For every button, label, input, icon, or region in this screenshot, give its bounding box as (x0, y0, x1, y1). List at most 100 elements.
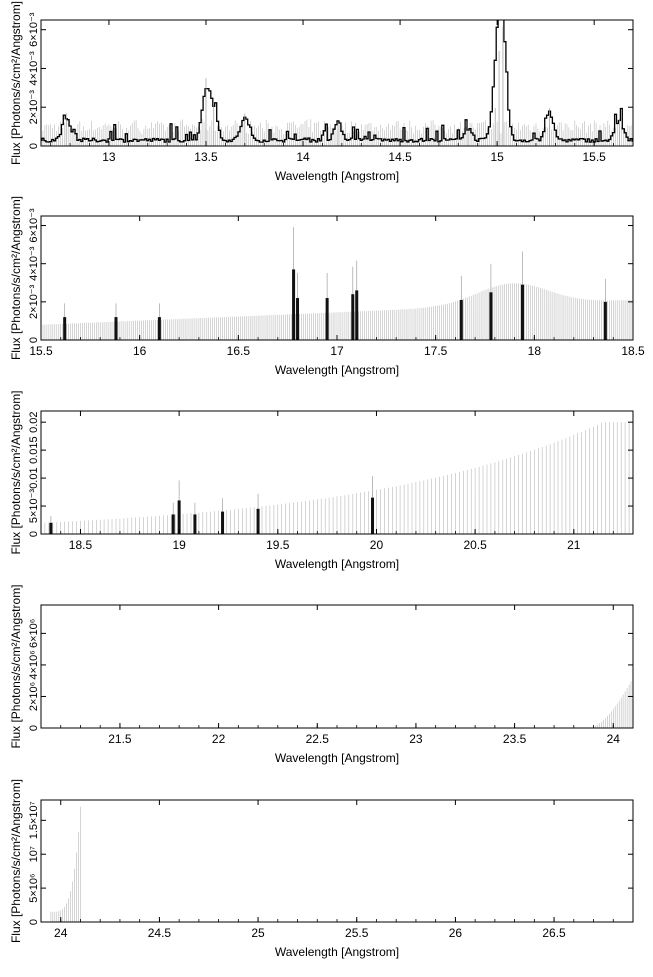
spike-11 (603, 301, 607, 340)
x-tick-label: 23.5 (503, 732, 527, 746)
data-layer (591, 677, 633, 728)
y-tick-label: 1.5×10⁷ (28, 801, 40, 839)
x-tick-label: 19.5 (266, 538, 290, 552)
x-tick-label: 24.5 (148, 926, 172, 940)
x-tick-label: 19 (172, 538, 186, 552)
spike-8 (459, 299, 463, 340)
spike-9 (489, 292, 493, 340)
y-tick-label: 4×10⁻³ (28, 51, 40, 86)
y-tick-label: 2×10⁻³ (28, 284, 40, 319)
y-axis-label: Flux [Photons/s/cm²/Angstrom] (9, 584, 23, 748)
x-axis-label: Wavelength [Angstrom] (275, 557, 399, 571)
x-tick-label: 13 (102, 150, 116, 164)
y-tick-label: 6×10⁶ (28, 619, 40, 648)
y-tick-label: 5×10⁻³ (28, 489, 40, 524)
data-layer (41, 20, 633, 146)
y-axis-label: Flux [Photons/s/cm²/Angstrom] (9, 196, 23, 360)
x-tick-label: 26 (449, 926, 463, 940)
y-tick-label: 6×10⁻³ (28, 12, 40, 47)
spectrum-panel-5: 24 24.5 25 25.5 26 26.5 0 5×10⁶ 10⁷ 1.5×10⁷ Wavele… (9, 779, 634, 959)
spike-4 (296, 298, 300, 340)
y-axis-label: Flux [Photons/s/cm²/Angstrom] (9, 390, 23, 554)
spike-0 (49, 522, 53, 534)
x-tick-label: 16.5 (227, 344, 251, 358)
spike-1 (171, 514, 175, 534)
data-layer (41, 227, 633, 340)
data-layer (50, 806, 81, 922)
y-tick-label: 10⁷ (28, 846, 40, 862)
error-bars (41, 283, 633, 340)
model-step-line (41, 20, 633, 143)
x-tick-label: 18.5 (69, 538, 93, 552)
x-tick-label: 14 (296, 150, 310, 164)
spectrum-panel-2: 15.5 16 16.5 17 17.5 18 18.5 0 2×10⁻³ 4×10⁻³ 6×10⁻… (9, 196, 645, 377)
y-tick-label: 0 (28, 531, 40, 537)
data-layer (41, 422, 633, 534)
spike-0 (63, 317, 67, 340)
y-tick-label: 0.015 (28, 436, 40, 464)
spike-5 (256, 508, 260, 534)
spike-6 (371, 497, 375, 534)
spike-10 (520, 284, 524, 340)
y-tick-label: 0.01 (28, 467, 40, 488)
x-axis-label: Wavelength [Angstrom] (275, 751, 399, 765)
y-tick-label: 0 (28, 143, 40, 149)
x-tick-label: 16 (133, 344, 147, 358)
spectrum-panel-1: 13 13.5 14 14.5 15 15.5 0 2×10⁻³ 4×10⁻³ 6×10⁻³ Wav… (9, 1, 634, 183)
x-tick-label: 14.5 (388, 150, 412, 164)
y-tick-label: 4×10⁶ (28, 650, 40, 679)
x-tick-label: 13.5 (194, 150, 218, 164)
spike-5 (325, 298, 329, 340)
x-tick-label: 18.5 (621, 344, 645, 358)
y-tick-label: 6×10⁻³ (28, 208, 40, 243)
x-tick-label: 23 (409, 732, 423, 746)
x-tick-label: 15 (490, 150, 504, 164)
x-tick-label: 25 (251, 926, 265, 940)
error-bars (50, 806, 81, 922)
x-tick-label: 17 (330, 344, 344, 358)
x-axis-label: Wavelength [Angstrom] (275, 945, 399, 959)
spectrum-panel-4: 21.5 22 22.5 23 23.5 24 0 2×10⁶ 4×10⁶ 6×10⁶ Wavele… (9, 584, 634, 765)
x-tick-label: 20 (370, 538, 384, 552)
x-tick-label: 21 (567, 538, 581, 552)
y-axis-label: Flux [Photons/s/cm²/Angstrom] (9, 1, 23, 165)
y-tick-label: 0.02 (28, 411, 40, 432)
x-tick-label: 24 (54, 926, 68, 940)
x-axis-label: Wavelength [Angstrom] (275, 169, 399, 183)
x-axis-label: Wavelength [Angstrom] (275, 363, 399, 377)
spike-6 (351, 294, 355, 340)
spike-3 (193, 514, 197, 534)
spike-2 (157, 317, 161, 340)
spike-3 (292, 269, 296, 340)
y-tick-label: 5×10⁶ (28, 873, 40, 902)
x-tick-label: 26.5 (542, 926, 566, 940)
error-bars (41, 422, 633, 534)
x-tick-label: 15.5 (583, 150, 607, 164)
y-tick-label: 0 (28, 725, 40, 731)
y-tick-label: 2×10⁶ (28, 682, 40, 711)
spike-4 (221, 511, 225, 534)
spike-7 (355, 290, 359, 340)
x-tick-label: 17.5 (424, 344, 448, 358)
plot-frame (40, 19, 634, 147)
x-tick-label: 21.5 (108, 732, 132, 746)
x-tick-label: 25.5 (345, 926, 369, 940)
x-tick-label: 20.5 (463, 538, 487, 552)
y-axis-label: Flux [Photons/s/cm²/Angstrom] (9, 779, 23, 943)
x-tick-label: 15.5 (29, 344, 53, 358)
plot-frame (40, 799, 634, 923)
spike-2 (177, 500, 181, 534)
x-tick-label: 22 (212, 732, 226, 746)
y-tick-label: 0 (28, 919, 40, 925)
error-bars (591, 677, 633, 728)
x-tick-label: 18 (528, 344, 542, 358)
y-tick-label: 2×10⁻³ (28, 90, 40, 125)
spike-1 (114, 317, 118, 340)
spectrum-panel-3: 18.5 19 19.5 20 20.5 21 0 5×10⁻³0.01 0.015 0.02 Wa… (9, 390, 634, 571)
plot-frame (40, 604, 634, 729)
x-tick-label: 24 (607, 732, 621, 746)
x-tick-label: 22.5 (306, 732, 330, 746)
y-tick-label: 4×10⁻³ (28, 246, 40, 281)
